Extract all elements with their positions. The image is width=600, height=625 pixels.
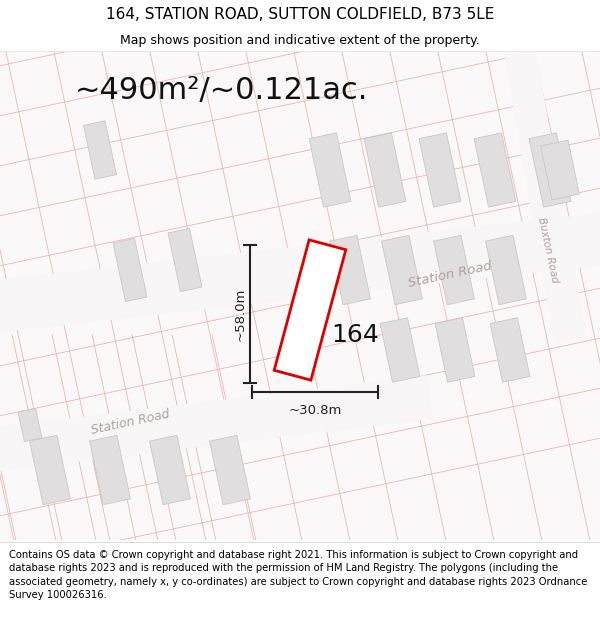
- Polygon shape: [309, 133, 351, 207]
- Text: ~490m²/~0.121ac.: ~490m²/~0.121ac.: [75, 76, 368, 104]
- Text: ~30.8m: ~30.8m: [289, 404, 341, 417]
- Polygon shape: [504, 49, 586, 342]
- Polygon shape: [83, 121, 116, 179]
- Polygon shape: [434, 235, 475, 305]
- Polygon shape: [529, 133, 571, 207]
- Polygon shape: [274, 240, 346, 380]
- Polygon shape: [419, 133, 461, 207]
- Text: Contains OS data © Crown copyright and database right 2021. This information is : Contains OS data © Crown copyright and d…: [9, 550, 587, 600]
- Polygon shape: [435, 318, 475, 382]
- Text: 164, STATION ROAD, SUTTON COLDFIELD, B73 5LE: 164, STATION ROAD, SUTTON COLDFIELD, B73…: [106, 7, 494, 22]
- Polygon shape: [0, 212, 600, 333]
- Polygon shape: [364, 133, 406, 207]
- Polygon shape: [149, 435, 190, 505]
- Polygon shape: [29, 435, 70, 505]
- Text: Buxton Road: Buxton Road: [536, 216, 560, 284]
- Polygon shape: [380, 318, 420, 382]
- Text: 164: 164: [331, 323, 379, 347]
- Polygon shape: [0, 375, 433, 472]
- Text: Map shows position and indicative extent of the property.: Map shows position and indicative extent…: [120, 34, 480, 47]
- Polygon shape: [89, 435, 130, 505]
- Polygon shape: [474, 133, 516, 207]
- Text: Station Road: Station Road: [89, 408, 170, 437]
- Text: Station Road: Station Road: [407, 260, 493, 290]
- Polygon shape: [329, 235, 370, 305]
- Polygon shape: [113, 238, 147, 302]
- Polygon shape: [490, 318, 530, 382]
- Polygon shape: [485, 235, 526, 305]
- Polygon shape: [168, 228, 202, 292]
- Polygon shape: [209, 435, 250, 505]
- Polygon shape: [18, 409, 42, 441]
- Polygon shape: [382, 235, 422, 305]
- Polygon shape: [541, 140, 580, 200]
- Text: ~58.0m: ~58.0m: [233, 288, 247, 341]
